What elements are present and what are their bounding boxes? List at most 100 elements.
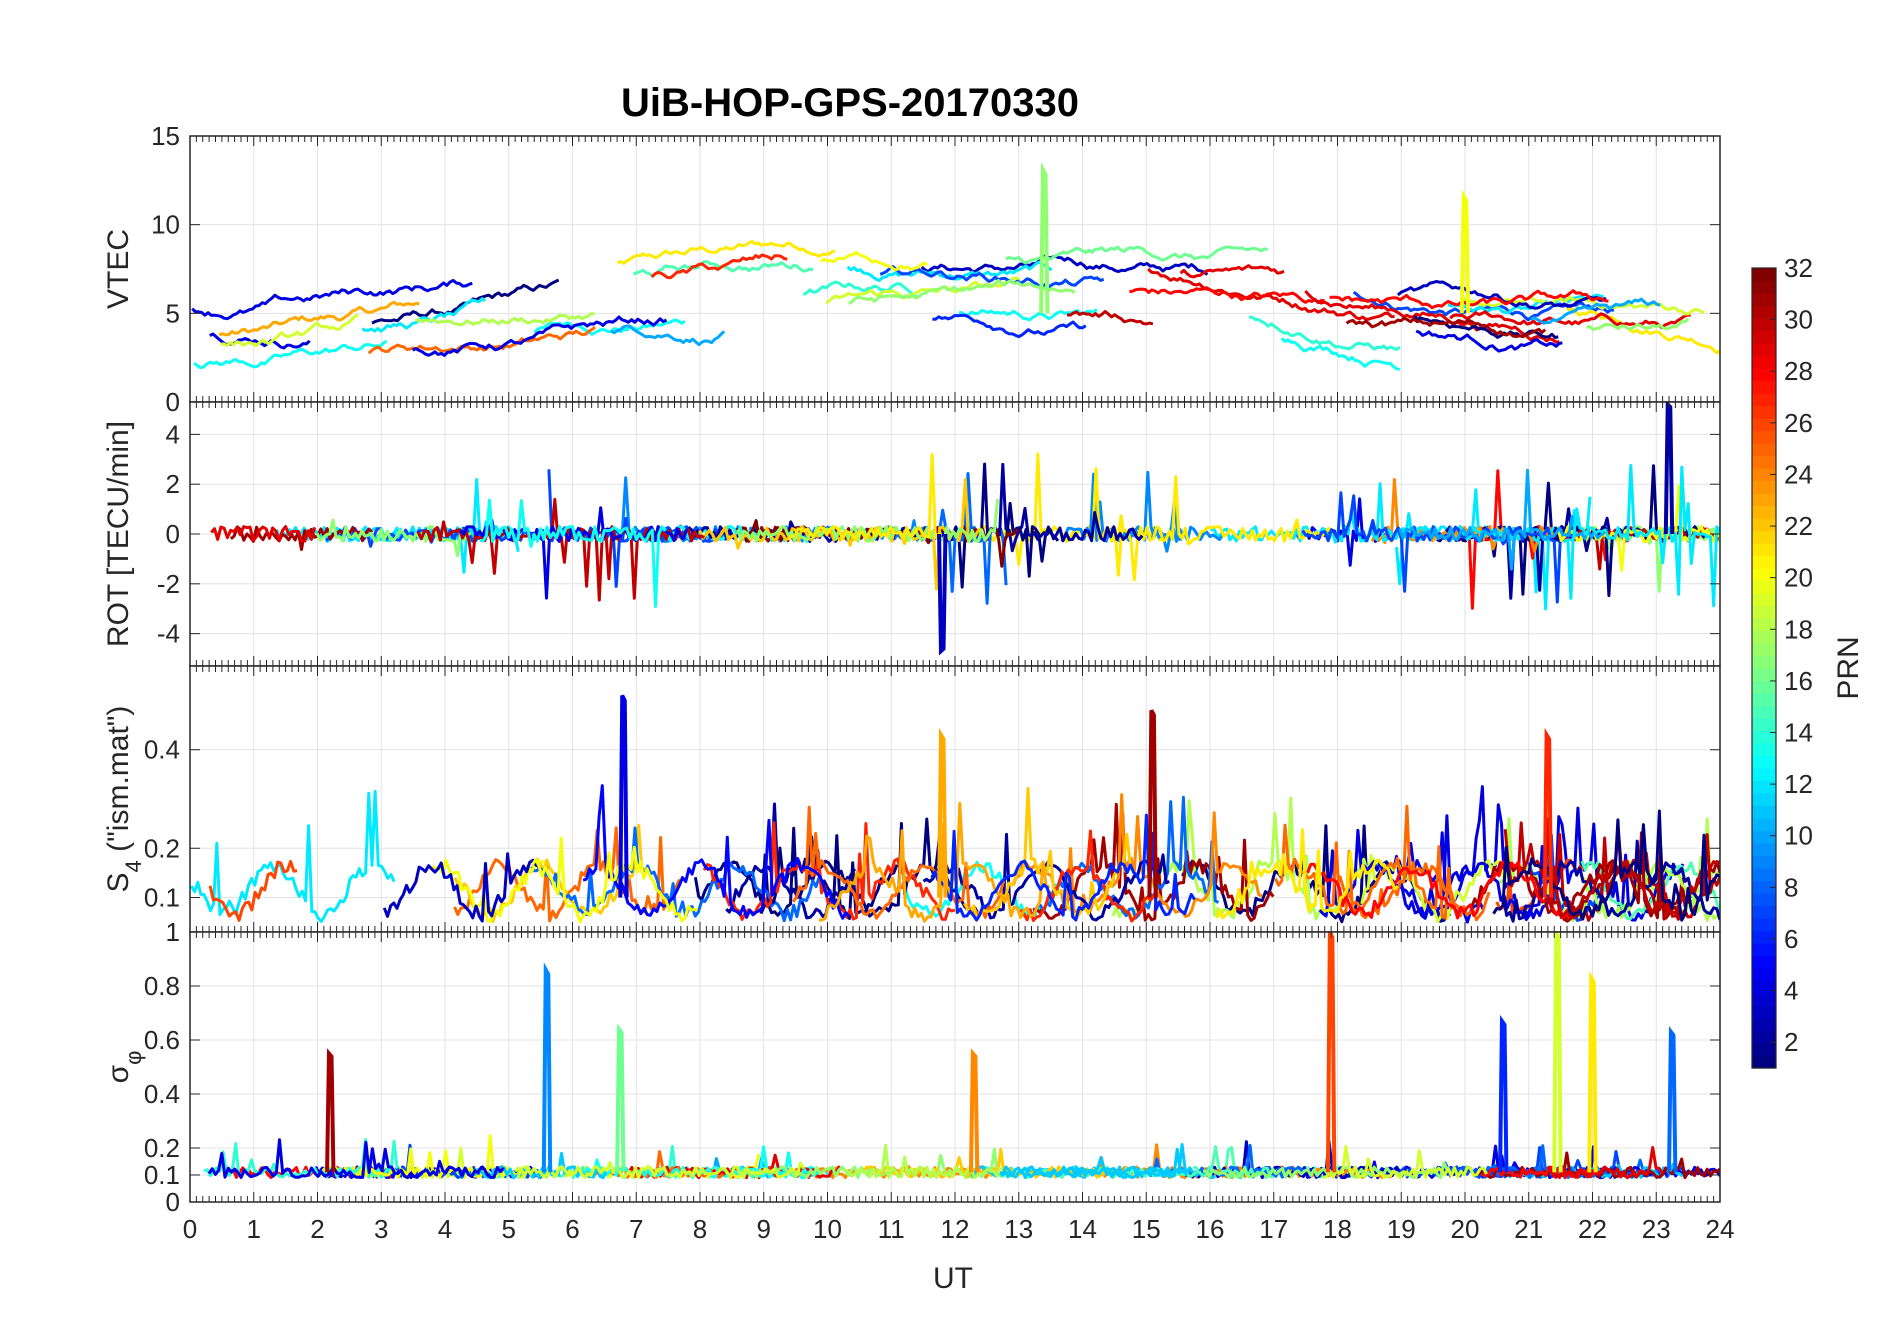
x-tick-label: 24 bbox=[1706, 1214, 1735, 1244]
colorbar-swatch bbox=[1752, 768, 1776, 782]
spike-mark bbox=[1498, 1014, 1509, 1173]
series-trace bbox=[846, 260, 1053, 282]
series-trace bbox=[1147, 267, 1395, 321]
spike-mark bbox=[1667, 1026, 1678, 1173]
x-tick-label: 0 bbox=[183, 1214, 197, 1244]
series-trace bbox=[1345, 316, 1547, 339]
colorbar-swatch bbox=[1752, 880, 1776, 894]
series-trace bbox=[610, 324, 726, 347]
colorbar-swatch bbox=[1752, 318, 1776, 332]
colorbar-swatch bbox=[1752, 555, 1776, 569]
colorbar-label: PRN bbox=[1832, 636, 1865, 699]
series-trace bbox=[802, 280, 920, 299]
x-tick-label: 3 bbox=[374, 1214, 388, 1244]
series-trace bbox=[531, 836, 698, 924]
series-trace bbox=[1447, 293, 1604, 315]
colorbar-swatch bbox=[1752, 730, 1776, 744]
colorbar-swatch bbox=[1752, 905, 1776, 919]
traces-sigma bbox=[203, 932, 1720, 1180]
x-tick-label: 9 bbox=[757, 1214, 771, 1244]
colorbar-swatch bbox=[1752, 918, 1776, 932]
series-trace bbox=[787, 453, 942, 542]
x-tick-label: 18 bbox=[1323, 1214, 1352, 1244]
colorbar-swatch bbox=[1752, 643, 1776, 657]
colorbar-swatch bbox=[1752, 480, 1776, 494]
colorbar-swatch bbox=[1752, 293, 1776, 307]
x-tick-label: 22 bbox=[1578, 1214, 1607, 1244]
x-tick-label: 19 bbox=[1387, 1214, 1416, 1244]
colorbar-tick-label: 20 bbox=[1784, 563, 1813, 593]
x-tick-label: 5 bbox=[502, 1214, 516, 1244]
y-tick-label: 0.2 bbox=[144, 833, 180, 863]
colorbar-swatch bbox=[1752, 355, 1776, 369]
series-trace bbox=[208, 859, 298, 922]
series-trace bbox=[1322, 1144, 1488, 1180]
x-tick-label: 4 bbox=[438, 1214, 452, 1244]
colorbar-swatch bbox=[1752, 980, 1776, 994]
colorbar-swatch bbox=[1752, 505, 1776, 519]
y-tick-label: 0.1 bbox=[144, 1160, 180, 1190]
colorbar-swatch bbox=[1752, 943, 1776, 957]
panel-rot: -4 -2 0 2 4 ROT [TECU/min] bbox=[102, 401, 1721, 667]
colorbar-tick-label: 2 bbox=[1784, 1027, 1798, 1057]
series-trace bbox=[920, 253, 1209, 276]
series-trace bbox=[516, 1161, 805, 1180]
colorbar-tick-label: 28 bbox=[1784, 356, 1813, 386]
colorbar-swatch bbox=[1752, 1055, 1776, 1069]
colorbar-tick-label: 24 bbox=[1784, 459, 1813, 489]
colorbar-swatch bbox=[1752, 368, 1776, 382]
series-trace bbox=[1280, 337, 1401, 371]
colorbar-swatch bbox=[1752, 568, 1776, 582]
colorbar-swatch bbox=[1752, 930, 1776, 944]
colorbar-swatch bbox=[1752, 630, 1776, 644]
series-trace bbox=[1066, 310, 1154, 326]
colorbar-tick-label: 22 bbox=[1784, 511, 1813, 541]
series-trace bbox=[843, 1143, 1002, 1180]
series-trace bbox=[1129, 286, 1326, 305]
spike-mark bbox=[541, 962, 553, 1173]
colorbar-swatch bbox=[1752, 868, 1776, 882]
series-trace bbox=[1449, 310, 1691, 330]
colorbar-swatch bbox=[1752, 718, 1776, 732]
colorbar-swatch bbox=[1752, 1030, 1776, 1044]
y-tick-label: 0.4 bbox=[144, 735, 180, 765]
series-trace bbox=[429, 858, 545, 923]
y-tick-label: 0.6 bbox=[144, 1025, 180, 1055]
series-trace bbox=[1569, 464, 1720, 608]
x-tick-label: 2 bbox=[310, 1214, 324, 1244]
colorbar-tick-label: 10 bbox=[1784, 821, 1813, 851]
colorbar-swatch bbox=[1752, 330, 1776, 344]
colorbar-frame bbox=[1751, 267, 1777, 1069]
series-trace bbox=[970, 1147, 1188, 1179]
colorbar-swatch bbox=[1752, 668, 1776, 682]
series-trace bbox=[191, 278, 473, 321]
series-trace bbox=[650, 253, 788, 280]
colorbar-swatch bbox=[1752, 780, 1776, 794]
colorbar-swatch bbox=[1752, 955, 1776, 969]
chart-title: UiB-HOP-GPS-20170330 bbox=[621, 81, 1079, 125]
y-tick-label: 15 bbox=[151, 121, 180, 151]
tick-marks bbox=[189, 666, 1721, 932]
x-tick-label: 11 bbox=[878, 1214, 905, 1244]
y-axis-label-vtec: VTEC bbox=[102, 229, 135, 309]
series-trace bbox=[582, 784, 851, 920]
spike-mark bbox=[1459, 189, 1471, 314]
colorbar-swatch bbox=[1752, 818, 1776, 832]
spike-mark bbox=[1587, 970, 1598, 1173]
y-tick-label: 2 bbox=[166, 469, 180, 499]
spike-mark bbox=[937, 533, 948, 656]
colorbar-swatch bbox=[1752, 968, 1776, 982]
x-tick-label: 6 bbox=[565, 1214, 579, 1244]
series-trace bbox=[1586, 317, 1690, 331]
colorbar-swatch bbox=[1752, 430, 1776, 444]
traces-rot bbox=[210, 402, 1720, 656]
y-tick-label: 5 bbox=[166, 298, 180, 328]
series-trace bbox=[1248, 315, 1401, 351]
colorbar-swatch bbox=[1752, 580, 1776, 594]
colorbar-swatch bbox=[1752, 680, 1776, 694]
y-tick-label: -2 bbox=[157, 569, 180, 599]
series-trace bbox=[1179, 264, 1285, 279]
colorbar-tick-label: 18 bbox=[1784, 614, 1813, 644]
